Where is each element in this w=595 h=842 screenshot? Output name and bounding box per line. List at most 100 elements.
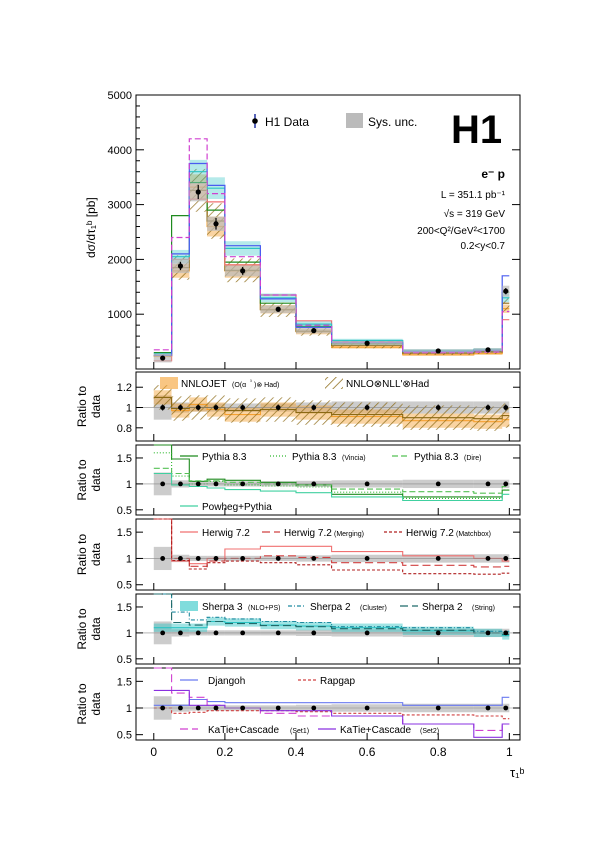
ratio-panel: 0.5 1 1.5 Ratio to data [75, 593, 521, 666]
ratio-data-point [240, 481, 246, 487]
legend-label: Herwig 7.2 [406, 528, 454, 539]
x-axis-label: τ₁ᵇ [510, 765, 525, 780]
ratio-frame [135, 518, 521, 591]
data-point [240, 268, 246, 274]
ratio-data-point [160, 481, 166, 487]
data-point [275, 306, 281, 312]
ratio-frame [135, 371, 521, 442]
legend-label: (String) [472, 605, 495, 612]
ratio-y-tick-label: 0.5 [117, 505, 132, 517]
ratio-data-point [240, 556, 246, 561]
ratio-data-point [435, 556, 441, 561]
ratio-y-tick-label: 1 [126, 628, 132, 640]
ratio-data-point [311, 405, 317, 410]
legend-label: Pythia 8.3 [202, 452, 247, 463]
ratio-data-point [178, 556, 183, 561]
legend-label: (Merging) [334, 531, 364, 538]
main-distribution-panel: 1000 2000 3000 4000 5000 [108, 90, 521, 370]
data-point [213, 221, 219, 227]
ratio-y-label: data [89, 617, 103, 641]
ratio-model-curve [153, 518, 510, 568]
ratio-y-tick-label: 1 [126, 403, 132, 415]
ratio-data-point [275, 481, 281, 487]
ratio-data-point [485, 630, 491, 636]
legend-sys-label: Sys. unc. [368, 115, 417, 129]
legend-label: (O(α [232, 382, 246, 389]
ratio-data-point [364, 405, 370, 410]
main-frame [135, 94, 521, 370]
ratio-data-point [213, 705, 219, 711]
ratio-data-point [178, 705, 183, 711]
ratio-y-label: Ratio to [75, 459, 89, 501]
legend-label: Sherpa 2 [310, 602, 351, 613]
ratio-model-curve [153, 518, 510, 575]
ratio-data-point [485, 705, 491, 711]
legend-label: Pythia 8.3 [414, 452, 459, 463]
model-curve [153, 138, 510, 354]
ratio-data-point [160, 556, 166, 561]
data-point [311, 328, 317, 334]
legend-label: NNLO⊗NLL'⊗Had [346, 379, 429, 390]
ratio-data-point [213, 405, 219, 410]
ratio-data-point [195, 481, 201, 487]
ratio-data-point [311, 481, 317, 487]
ratio-frame [135, 593, 521, 665]
ratio-data-point [240, 630, 246, 636]
ratio-y-tick-label: 1 [126, 553, 132, 565]
main-y-tick-label: 5000 [108, 90, 132, 102]
ratio-data-point [435, 481, 441, 487]
legend-label: Djangoh [208, 676, 245, 687]
ratio-y-tick-label: 0.8 [117, 423, 132, 435]
legend-label: KaTie+Cascade [208, 725, 279, 736]
legend-data-marker [252, 118, 258, 124]
x-tick-label: 0.4 [288, 745, 305, 759]
ratio-y-label: Ratio to [75, 385, 89, 427]
ratio-frame [135, 444, 521, 516]
data-point [503, 288, 509, 294]
ratio-y-tick-label: 0.5 [117, 730, 132, 742]
legend-swatch-nnlo-nll [325, 377, 343, 389]
x-tick-label: 0 [150, 745, 157, 759]
ratio-data-point [160, 630, 166, 636]
legend-sys-box [346, 113, 363, 128]
ratio-frame [135, 667, 521, 741]
legend-label: Powheg+Pythia [202, 502, 272, 513]
ratio-data-point [275, 630, 281, 636]
ratio-data-point [503, 630, 509, 636]
legend-label: (Cluster) [360, 605, 387, 612]
legend-label: Pythia 8.3 [292, 452, 337, 463]
legend-label: ³ [250, 379, 252, 385]
main-y-tick-label: 1000 [108, 309, 132, 321]
ratio-data-point [485, 556, 491, 561]
data-point [195, 189, 201, 195]
ratio-data-point [195, 630, 201, 636]
ratio-data-point [311, 705, 317, 711]
main-y-tick-label: 4000 [108, 145, 132, 157]
ratio-data-point [178, 630, 183, 636]
ratio-data-point [435, 705, 441, 711]
legend-label: (NLO+PS) [248, 605, 280, 612]
ratio-data-point [240, 405, 246, 410]
ratio-data-point [503, 481, 509, 487]
ratio-y-label: Ratio to [75, 533, 89, 575]
annotation-sqrt-s: √s = 319 GeV [444, 208, 506, 220]
ratio-y-tick-label: 0.5 [117, 580, 132, 592]
ratio-data-point [503, 556, 509, 561]
experiment-logo: H1 [451, 108, 502, 152]
x-tick-label: 0.2 [217, 745, 234, 759]
legend-label: NNLOJET [181, 379, 227, 390]
ratio-data-point [178, 481, 183, 487]
data-point [435, 348, 441, 354]
ratio-model-curve [153, 593, 510, 632]
ratio-data-point [240, 705, 246, 711]
ratio-y-tick-label: 1.5 [117, 676, 132, 688]
legend-label: (Set1) [290, 728, 309, 735]
ratio-data-point [213, 630, 219, 636]
ratio-data-point [311, 630, 317, 636]
ratio-data-point [213, 556, 219, 561]
annotation-y-range: 0.2<y<0.7 [461, 241, 506, 252]
legend-label: (Set2) [420, 728, 439, 735]
main-y-tick-label: 3000 [108, 200, 132, 212]
legend-label: Sherpa 2 [422, 602, 463, 613]
